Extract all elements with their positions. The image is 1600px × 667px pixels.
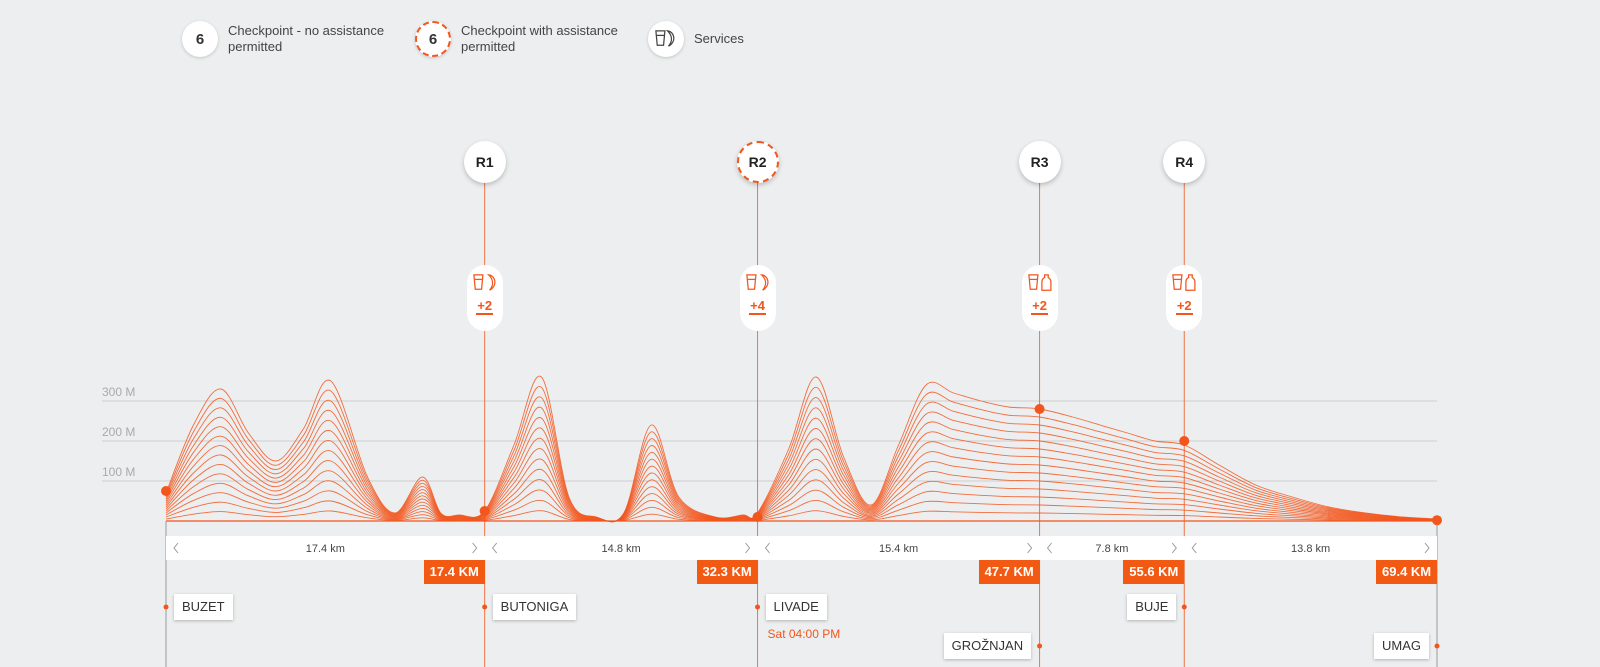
services-icon-group <box>745 274 769 291</box>
place-label-grožnjan[interactable]: GROŽNJAN <box>943 633 1032 659</box>
services-pill[interactable]: +2 <box>1021 265 1058 331</box>
elevation-contour-line <box>165 427 1438 522</box>
segment-distance[interactable]: 15.4 km <box>764 542 1033 555</box>
segment-bar <box>166 536 1437 560</box>
chevron-right-icon <box>472 542 478 554</box>
elevation-contour-line <box>165 375 1438 523</box>
segment-distance-label: 7.8 km <box>1095 543 1128 555</box>
legend-label-line: Services <box>694 31 744 46</box>
bottle-icon <box>1040 274 1052 291</box>
services-pill[interactable]: +4 <box>739 265 776 331</box>
place-label-umag[interactable]: UMAG <box>1374 633 1429 659</box>
chevron-right-icon <box>745 542 751 554</box>
chevron-left-icon <box>492 542 498 554</box>
drink-icon <box>1027 274 1039 290</box>
legend-item: Services <box>648 21 744 57</box>
place-dot <box>1434 643 1440 649</box>
chevron-left-icon <box>764 542 770 554</box>
legend-label-line: Checkpoint - no assistance <box>228 23 385 38</box>
finish-distance-label: 69.4 KM <box>1376 560 1438 584</box>
segment-distance-label: 17.4 km <box>306 543 345 555</box>
place-dot <box>163 604 169 610</box>
segment-distance[interactable]: 7.8 km <box>1046 542 1177 555</box>
extra-services-count: +2 <box>1175 298 1193 315</box>
legend-item: 6 Checkpoint - no assistance permitted <box>182 21 384 57</box>
chevron-right-icon <box>1027 542 1033 554</box>
segment-distance-label: 14.8 km <box>602 543 641 555</box>
elevation-profile <box>165 375 1438 523</box>
chevron-left-icon <box>1046 542 1052 554</box>
services-icon <box>655 30 675 47</box>
checkpoint-r2[interactable]: R2 <box>736 141 779 183</box>
place-label-buje[interactable]: BUJE <box>1127 594 1177 620</box>
cumulative-distance-label: 47.7 KM <box>978 560 1040 584</box>
extra-services-count: +2 <box>1031 298 1048 315</box>
food-icon <box>759 274 769 291</box>
finish-marker <box>1432 515 1442 526</box>
services-icon <box>655 30 675 47</box>
services-icon-group <box>472 274 496 291</box>
segment-distance-label: 15.4 km <box>879 543 918 555</box>
legend-checkpoint-badge: 6 <box>182 21 218 57</box>
place-label-buzet[interactable]: BUZET <box>174 594 233 620</box>
chevron-right-icon <box>1171 542 1177 554</box>
legend-label-line: Checkpoint with assistance <box>461 23 618 38</box>
checkpoint-marker <box>752 512 763 522</box>
chevron-right-icon <box>1424 542 1430 554</box>
checkpoint-r1[interactable]: R1 <box>463 141 506 183</box>
checkpoint-marker <box>479 506 490 516</box>
checkpoint-marker <box>1034 404 1045 414</box>
food-icon <box>486 274 496 291</box>
services-pill[interactable]: +2 <box>466 265 503 331</box>
place-dot <box>755 604 761 610</box>
chevron-left-icon <box>1191 542 1197 554</box>
drink-icon <box>472 274 484 290</box>
legend-label-line: permitted <box>461 39 516 54</box>
bottle-icon <box>1185 274 1196 291</box>
y-tick-label: 100 M <box>102 465 135 479</box>
extra-services-count: +2 <box>476 298 494 315</box>
chevron-left-icon <box>173 542 179 554</box>
legend-label: Checkpoint - no assistance permitted <box>228 23 384 55</box>
segment-distance[interactable]: 13.8 km <box>1191 542 1430 555</box>
legend-services-badge <box>648 21 684 57</box>
cumulative-distance-label: 32.3 KM <box>696 560 758 584</box>
place-dot <box>482 604 488 610</box>
place-time: Sat 04:00 PM <box>767 627 841 641</box>
y-tick-label: 200 M <box>102 425 135 439</box>
checkpoint-r4[interactable]: R4 <box>1163 141 1206 183</box>
legend-label: Checkpoint with assistance permitted <box>461 23 618 55</box>
place-dot <box>1181 604 1187 610</box>
services-icon-group <box>1172 274 1196 291</box>
legend-item: 6 Checkpoint with assistance permitted <box>415 21 618 57</box>
place-label-livade[interactable]: LIVADE <box>765 594 827 620</box>
drink-icon <box>745 274 757 290</box>
checkpoint-r3[interactable]: R3 <box>1018 141 1061 183</box>
segment-distance[interactable]: 17.4 km <box>173 542 478 555</box>
extra-services-count: +4 <box>749 298 766 315</box>
legend-label-line: permitted <box>228 39 283 54</box>
checkpoint-marker <box>1179 436 1190 446</box>
segment-distance[interactable]: 14.8 km <box>492 542 751 555</box>
services-pill[interactable]: +2 <box>1166 265 1203 331</box>
legend-checkpoint-badge: 6 <box>415 21 451 57</box>
cumulative-distance-label: 55.6 KM <box>1123 560 1185 584</box>
start-marker <box>161 486 171 496</box>
segment-distance-label: 13.8 km <box>1291 543 1330 555</box>
place-label-butoniga[interactable]: BUTONIGA <box>492 594 577 620</box>
cumulative-distance-label: 17.4 KM <box>423 560 485 584</box>
drink-icon <box>1172 274 1183 290</box>
legend-label: Services <box>694 31 744 47</box>
place-dot <box>1037 643 1043 649</box>
y-tick-label: 300 M <box>102 385 135 399</box>
services-icon-group <box>1027 274 1052 291</box>
